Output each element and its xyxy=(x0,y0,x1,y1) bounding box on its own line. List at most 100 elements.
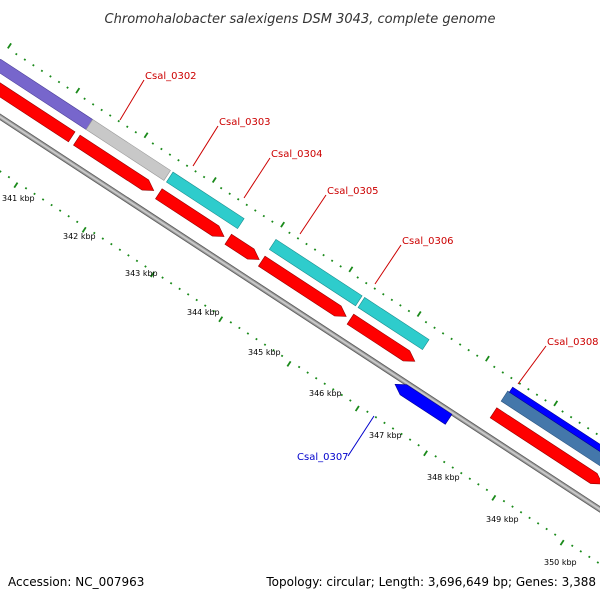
cds-arrow xyxy=(489,407,600,485)
gene-leader-line xyxy=(347,415,375,457)
tick-mark-minor xyxy=(91,103,95,106)
tick-mark-major xyxy=(143,132,149,139)
tick-mark-minor xyxy=(424,320,428,324)
tick-mark-minor xyxy=(219,186,223,190)
tick-mark-minor xyxy=(50,203,53,207)
tick-mark-minor xyxy=(160,147,163,151)
tick-mark-minor xyxy=(262,214,266,218)
tick-mark-minor xyxy=(450,337,453,341)
tick-mark-major xyxy=(218,316,224,323)
tick-mark-minor xyxy=(340,393,344,397)
tick-label: 350 kbp xyxy=(544,558,577,567)
tick-mark-minor xyxy=(519,510,523,514)
tick-mark-minor xyxy=(110,242,113,246)
tick-mark-minor xyxy=(553,533,557,536)
tick-mark-minor xyxy=(49,75,52,78)
tick-mark-minor xyxy=(382,293,385,296)
tick-mark-minor xyxy=(373,287,377,290)
tick-mark-minor xyxy=(186,293,190,296)
tick-label: 342 kbp xyxy=(63,232,96,241)
feature-block-teal xyxy=(166,171,245,230)
tick-mark-minor xyxy=(458,343,462,346)
tick-mark-minor xyxy=(390,298,394,302)
gene-label: Csal_0302 xyxy=(145,71,197,82)
tick-mark-minor xyxy=(83,97,86,101)
tick-mark-minor xyxy=(501,371,505,374)
tick-mark-minor xyxy=(442,460,446,464)
tick-mark-minor xyxy=(212,309,216,313)
tick-mark-minor xyxy=(288,231,291,235)
tick-mark-minor xyxy=(7,175,11,179)
tick-mark-minor xyxy=(135,259,139,263)
tick-mark-minor xyxy=(545,527,548,531)
tick-label: 343 kbp xyxy=(125,269,158,278)
cds-track-forward xyxy=(0,75,600,485)
tick-mark-major xyxy=(280,221,285,228)
tick-mark-minor xyxy=(475,354,479,357)
tick-mark-minor xyxy=(544,399,547,402)
tick-mark-minor xyxy=(0,170,2,173)
tick-mark-minor xyxy=(238,326,241,330)
tick-mark-minor xyxy=(569,415,573,419)
tick-label: 344 kbp xyxy=(187,308,220,317)
tick-mark-minor xyxy=(15,52,18,56)
gene-label: Csal_0303 xyxy=(219,117,271,128)
tick-mark-minor xyxy=(467,348,470,352)
gene-labels: Csal_0302 Csal_0303 Csal_0304 Csal_0305 … xyxy=(119,71,599,463)
tick-mark-minor xyxy=(595,432,598,436)
gene-leader-line xyxy=(119,79,145,121)
tick-mark-minor xyxy=(468,477,472,480)
gene-label: Csal_0305 xyxy=(327,186,379,197)
feature-block-grey xyxy=(85,119,171,181)
tick-mark-major xyxy=(423,450,428,457)
tick-mark-minor xyxy=(356,276,359,279)
tick-label: 346 kbp xyxy=(309,389,342,398)
tick-mark-minor xyxy=(263,343,267,346)
tick-mark-minor xyxy=(229,321,233,324)
map-title: Chromohalobacter salexigens DSM 3043, co… xyxy=(105,12,496,27)
tick-mark-minor xyxy=(451,466,455,469)
gene-leader-line xyxy=(374,244,402,285)
tick-mark-minor xyxy=(306,371,309,374)
tick-mark-major xyxy=(553,400,559,407)
tick-mark-minor xyxy=(280,354,284,358)
cds-arrow xyxy=(224,233,260,260)
tick-label: 349 kbp xyxy=(486,515,519,524)
feature-block-teal xyxy=(268,238,363,307)
tick-mark-minor xyxy=(23,58,27,61)
tick-mark-minor xyxy=(323,382,326,386)
tick-mark-minor xyxy=(477,483,480,486)
tick-mark-minor xyxy=(374,416,378,419)
tick-mark-minor xyxy=(493,365,496,369)
tick-mark-minor xyxy=(194,170,197,173)
tick-label: 341 kbp xyxy=(2,194,35,203)
tick-mark-minor xyxy=(417,443,420,447)
tick-ring-inner xyxy=(0,170,600,564)
tick-mark-minor xyxy=(177,158,180,162)
tick-mark-major xyxy=(485,355,490,362)
tick-mark-minor xyxy=(502,499,506,503)
tick-mark-minor xyxy=(561,410,564,413)
accession-text: Accession: NC_007963 xyxy=(8,575,144,589)
cds-arrow xyxy=(155,188,225,237)
feature-block-teal xyxy=(357,297,430,351)
tick-mark-minor xyxy=(41,198,45,201)
tick-mark-minor xyxy=(66,86,69,89)
tick-mark-minor xyxy=(365,281,368,285)
tick-mark-minor xyxy=(332,388,335,391)
tick-mark-minor xyxy=(349,399,352,402)
tick-mark-minor xyxy=(57,80,61,84)
tick-mark-minor xyxy=(245,203,249,207)
tick-mark-minor xyxy=(460,471,463,475)
tick-mark-major xyxy=(150,271,155,278)
tick-mark-minor xyxy=(391,427,395,430)
tick-mark-minor xyxy=(434,455,437,458)
tick-mark-minor xyxy=(305,242,308,246)
gene-leader-line xyxy=(299,194,327,235)
genome-backbone xyxy=(0,91,600,514)
tick-mark-minor xyxy=(535,393,539,397)
tick-mark-minor xyxy=(271,220,274,223)
gene-label: Csal_0306 xyxy=(402,236,454,247)
tick-mark-minor xyxy=(93,231,96,235)
